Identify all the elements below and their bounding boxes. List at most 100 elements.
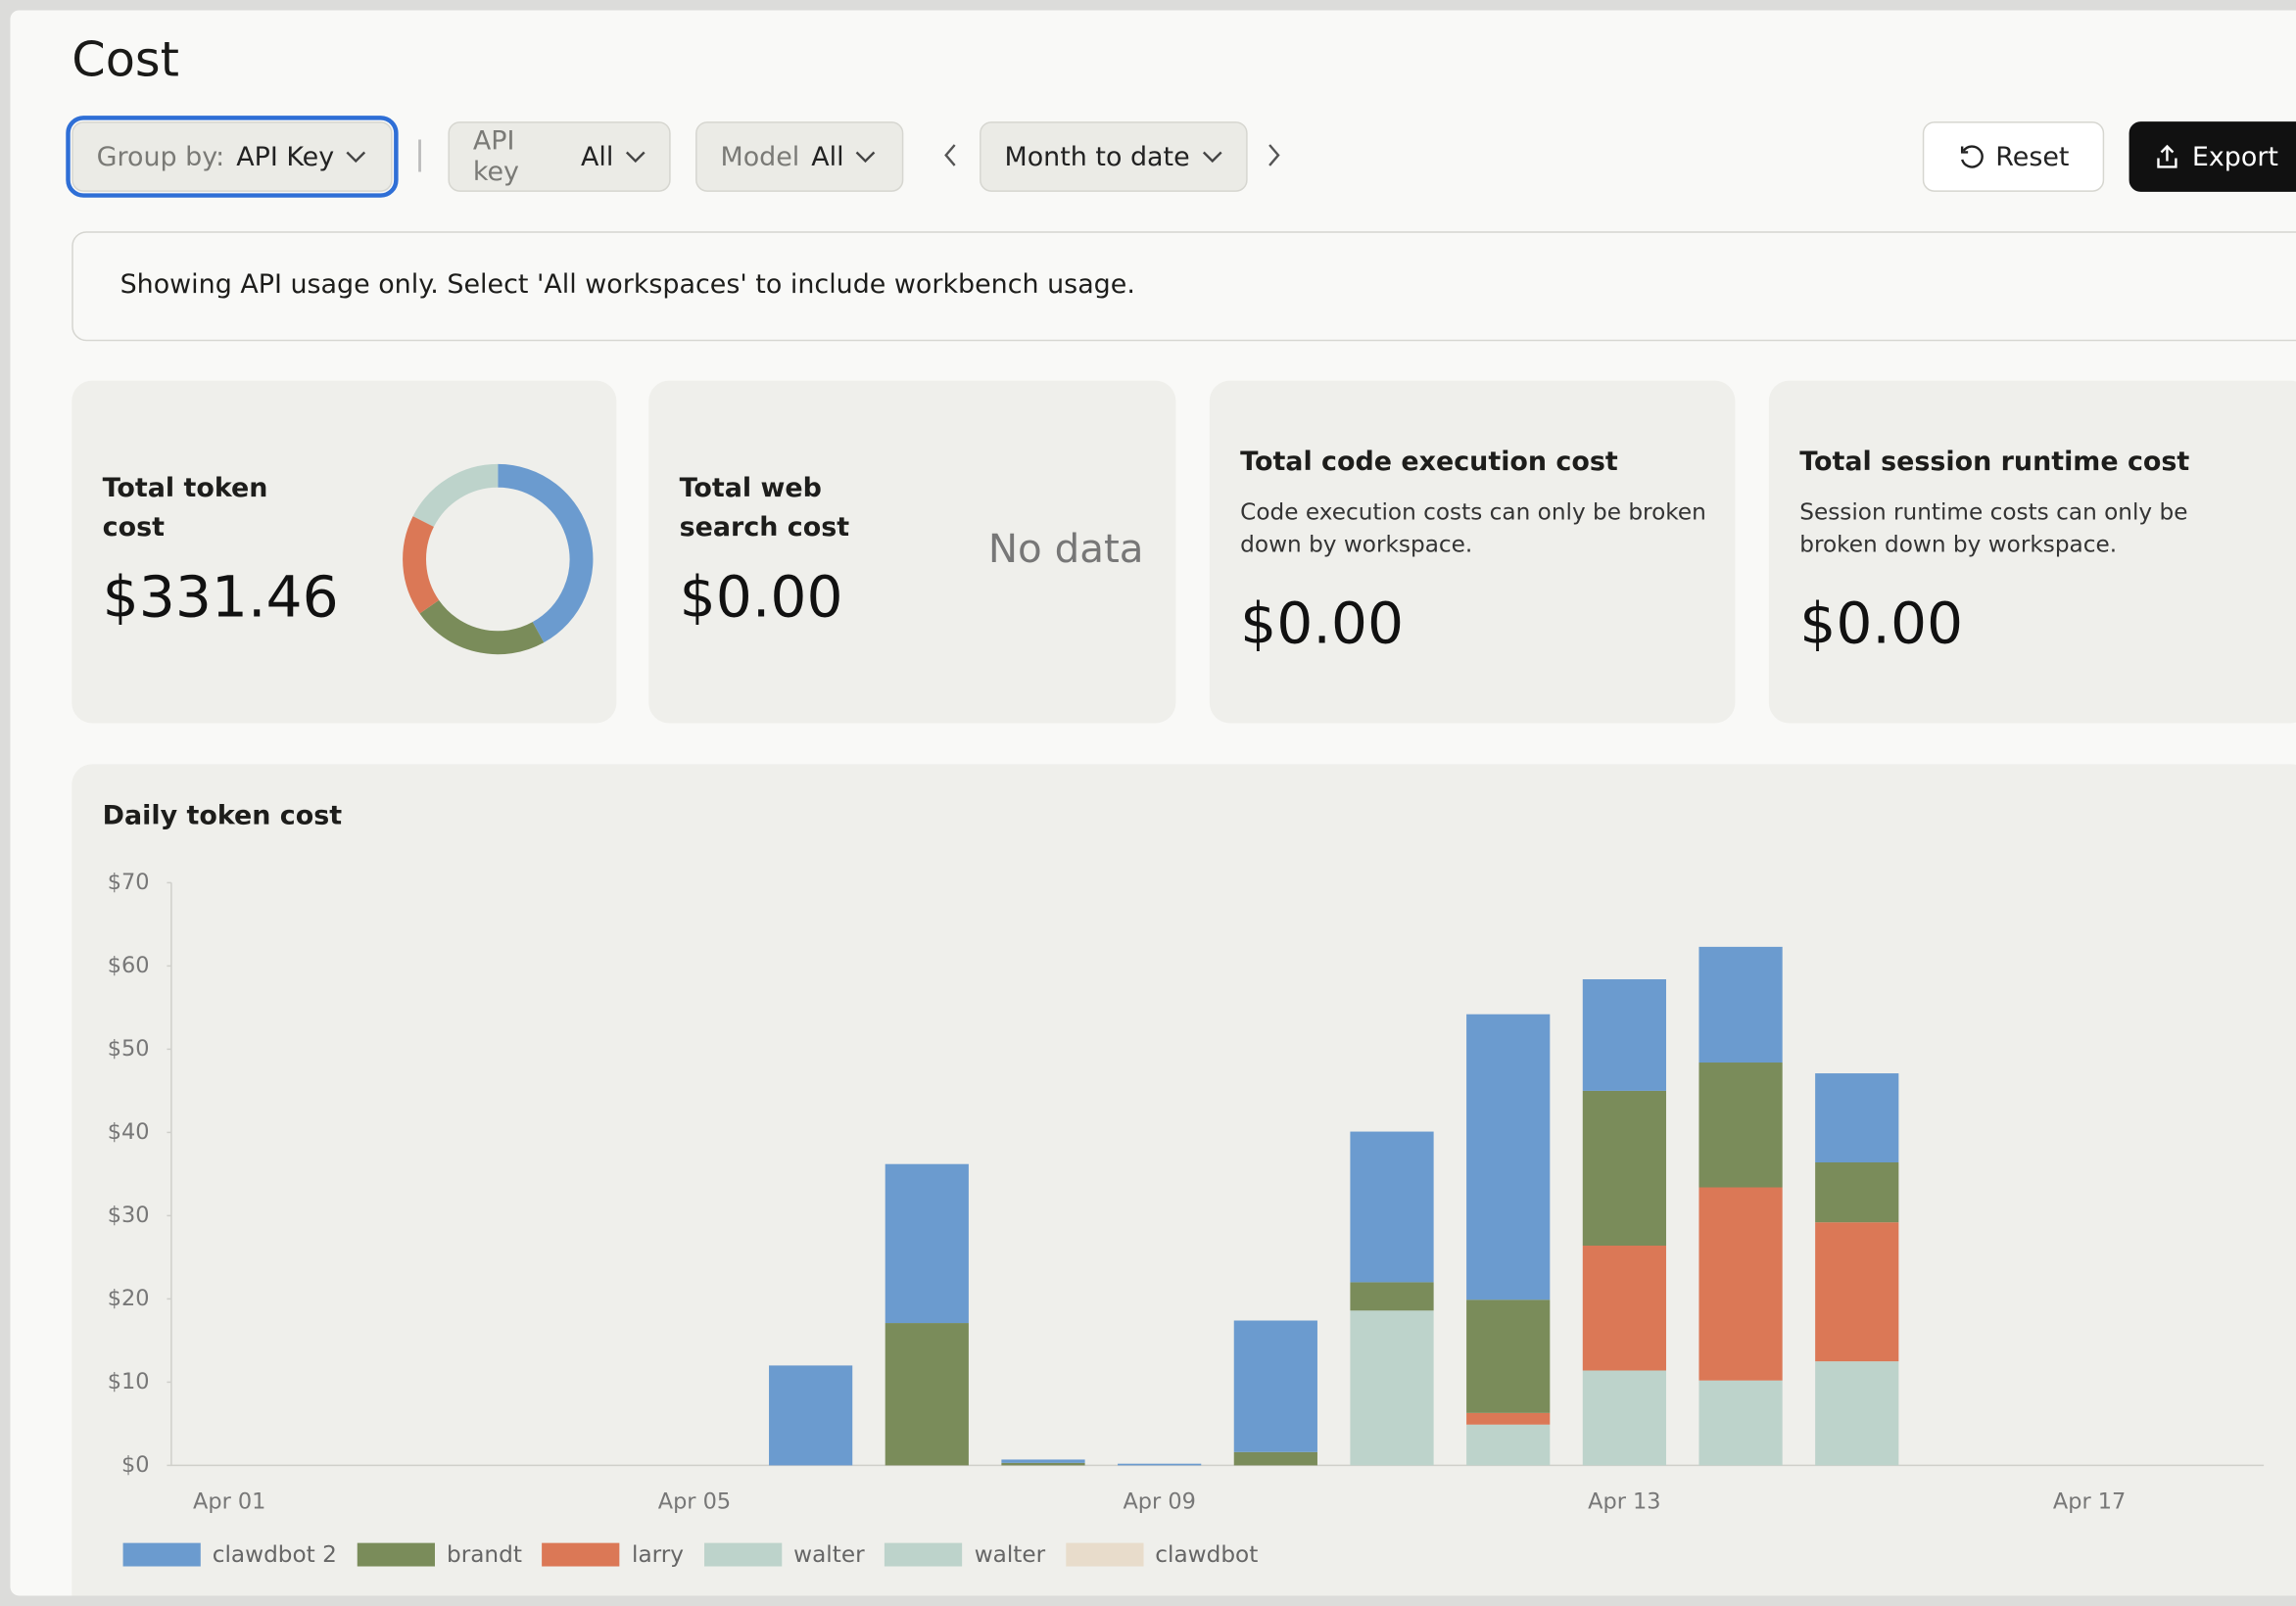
bar-segment (1466, 1412, 1551, 1425)
y-tick-label: $40 (108, 1119, 150, 1145)
legend-swatch (885, 1542, 963, 1567)
card-value: $331.46 (102, 565, 339, 632)
bar-segment (1698, 1380, 1783, 1466)
legend-label: clawdbot (1155, 1541, 1259, 1569)
legend-label: larry (632, 1541, 685, 1569)
card-title: Total web search cost (679, 472, 850, 543)
reset-icon (1960, 145, 1984, 168)
bar-segment (1815, 1162, 1899, 1223)
y-tick-label: $50 (108, 1036, 150, 1062)
separator: | (414, 136, 426, 173)
value: All (581, 141, 614, 172)
chevron (346, 151, 366, 164)
label: Export (2191, 141, 2278, 172)
legend-label: walter (793, 1541, 865, 1569)
legend-swatch (357, 1542, 436, 1567)
session-runtime-card: Total session runtime cost Session runti… (1768, 380, 2296, 724)
model-filter[interactable]: Model All (695, 121, 904, 192)
legend-item[interactable]: walter (885, 1541, 1046, 1569)
bar-segment (885, 1163, 969, 1324)
bar-segment (1815, 1073, 1899, 1163)
date-range[interactable]: Month to date (980, 121, 1248, 192)
y-tick-label: $0 (121, 1452, 150, 1478)
donut (403, 463, 594, 655)
notice: Showing API usage only. Select 'All work… (72, 231, 2296, 342)
card-description: Session runtime costs can only be broken… (1799, 498, 2188, 558)
legend-item[interactable]: larry (542, 1541, 685, 1569)
bar-segment (1698, 946, 1783, 1063)
donut-slice (412, 463, 499, 528)
donut-slice (403, 516, 440, 614)
legend-label: clawdbot 2 (212, 1541, 337, 1569)
label: Reset (1995, 141, 2070, 172)
bar-segment (1350, 1131, 1434, 1283)
legend-item[interactable]: brandt (357, 1541, 522, 1569)
bar-segment (1582, 1090, 1666, 1247)
chevron (625, 151, 646, 164)
bar-segment (1001, 1459, 1085, 1463)
next[interactable] (1266, 142, 1283, 168)
label: API key (472, 125, 519, 188)
prev[interactable] (941, 142, 959, 168)
token-cost-card: Total token cost $331.46 (72, 380, 617, 724)
x-tick-label: Apr 01 (193, 1488, 265, 1514)
chart: $0 $10 $20 $30 $40 $50 $60 $70 Apr 01 Apr 05 Apr 0… (108, 870, 2265, 1514)
chevron (856, 151, 876, 164)
group-by[interactable]: Group by: API Key (66, 116, 399, 198)
bar-segment (1698, 1187, 1783, 1381)
bar-segment (1698, 1063, 1783, 1188)
api-key-filter[interactable]: API key All (448, 121, 671, 192)
y-tick-label: $30 (108, 1203, 150, 1228)
bar-segment (1001, 1462, 1085, 1466)
card-description: Code execution costs can only be broken … (1240, 498, 1706, 558)
bar-segment (1466, 1424, 1551, 1466)
label: Model (720, 141, 800, 172)
bar-segment (1815, 1222, 1899, 1362)
bar-segment (1350, 1282, 1434, 1311)
value: Month to date (1004, 141, 1190, 172)
donut-slice (497, 463, 594, 643)
bar-segment (1466, 1014, 1551, 1300)
x-tick-label: Apr 13 (1588, 1488, 1660, 1514)
label: Group by: (96, 141, 225, 172)
page-title: Cost (72, 30, 179, 88)
x-tick-label: Apr 17 (2053, 1488, 2126, 1514)
bar-segment (769, 1365, 853, 1466)
card-title: Total code execution cost (1240, 446, 1618, 478)
y-tick-label: $70 (108, 870, 150, 895)
frame: Cost Group by: API Key | API key All Model… (10, 10, 2296, 1596)
web-search-card: Total web search cost $0.00 No data (648, 380, 1176, 724)
export-icon (2157, 144, 2177, 168)
reset-button[interactable]: Reset (1922, 121, 2105, 192)
y-tick-label: $20 (108, 1286, 150, 1311)
card-title: Total token cost (102, 472, 268, 543)
bar-segment (1815, 1361, 1899, 1466)
x-tick-label: Apr 05 (658, 1488, 731, 1514)
bar-segment (885, 1323, 969, 1466)
legend-swatch (703, 1542, 783, 1567)
value: API Key (236, 141, 335, 172)
legend-item[interactable]: clawdbot 2 (122, 1541, 337, 1569)
y-tick-label: $10 (108, 1369, 150, 1394)
legend-item[interactable]: clawdbot (1066, 1541, 1258, 1568)
legend-label: walter (974, 1541, 1046, 1569)
bar-segment (1350, 1310, 1434, 1466)
empty-state: No data (987, 527, 1144, 573)
chevron (1202, 151, 1221, 164)
legend-item[interactable]: walter (703, 1541, 865, 1569)
bar-segment (1233, 1451, 1317, 1466)
export-button[interactable]: Export (2129, 121, 2296, 192)
donut-slice (419, 599, 545, 655)
bar-segment (1582, 979, 1666, 1091)
code-execution-card: Total code execution cost Code execution… (1209, 380, 1736, 724)
bar-segment (1466, 1299, 1551, 1413)
legend-swatch (542, 1542, 621, 1567)
bar-segment (1118, 1463, 1202, 1466)
y-tick-label: $60 (108, 953, 150, 978)
chart-title: Daily token cost (102, 800, 343, 832)
legend-swatch (122, 1542, 201, 1567)
legend-label: brandt (446, 1541, 522, 1569)
card-value: $0.00 (1799, 590, 1964, 658)
card-title: Total session runtime cost (1799, 446, 2190, 478)
